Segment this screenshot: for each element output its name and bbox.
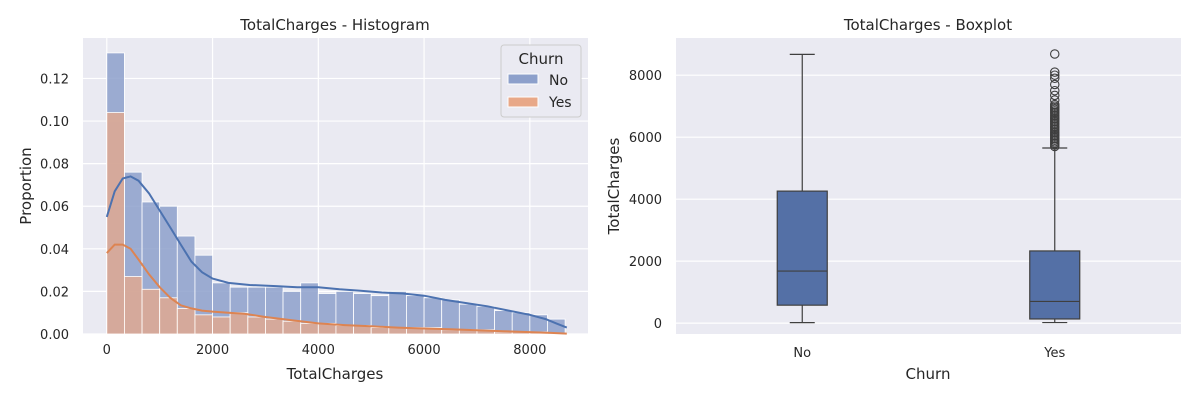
histogram-x-tick-label: 6000 <box>408 343 441 358</box>
histogram-bar-yes <box>335 325 354 335</box>
histogram-bar-yes <box>370 327 390 335</box>
outlier-point <box>1050 95 1060 105</box>
histogram-bar-yes <box>247 316 266 335</box>
histogram-y-axis-label: Proportion <box>17 147 35 224</box>
boxplot-y-tick-label: 2000 <box>629 255 662 270</box>
outlier-point <box>1050 49 1060 59</box>
boxplot-grid <box>676 74 1181 324</box>
boxplot-y-tick-label: 8000 <box>629 69 662 84</box>
outlier-point <box>1050 90 1060 101</box>
boxplot-x-tick-label: Yes <box>1043 346 1065 361</box>
histogram-x-tick-label: 2000 <box>196 343 229 358</box>
boxplot-title: TotalCharges - Boxplot <box>843 16 1012 34</box>
histogram-y-tick-label: 0.08 <box>40 158 69 173</box>
boxplot-x-axis-label: Churn <box>906 365 951 383</box>
kde-line-no <box>105 175 568 329</box>
box-no <box>776 53 828 324</box>
histogram-bar-yes <box>159 297 178 335</box>
histogram-x-tick-label: 8000 <box>513 343 546 358</box>
histogram-bar-yes <box>176 308 196 335</box>
histogram-title: TotalCharges - Histogram <box>239 16 429 34</box>
legend-swatch-yes <box>507 96 539 108</box>
outlier-point <box>1050 70 1060 80</box>
legend-label-no: No <box>549 73 568 89</box>
outlier-point <box>1050 73 1060 84</box>
histogram-chart: 0 2000 4000 6000 8000 0.00 0.02 0.04 0.06 0.08 0.1… <box>17 16 588 383</box>
boxplot-x-tick-label: No <box>793 346 811 361</box>
histogram-bar-yes <box>300 322 319 335</box>
boxplot-chart: 0 2000 4000 6000 8000 No Yes TotalCharges - Bo… <box>605 16 1181 383</box>
histogram-bars <box>106 52 566 335</box>
outlier-point <box>1050 99 1060 110</box>
histogram-y-tick-label: 0.12 <box>40 72 69 87</box>
histogram-legend: Churn No Yes <box>500 44 582 118</box>
histogram-kde-lines <box>105 175 568 335</box>
histogram-y-tick-label: 0.02 <box>40 285 69 300</box>
boxplot-y-tick-label: 0 <box>654 317 662 332</box>
kde-line-yes <box>106 243 567 335</box>
histogram-y-tick-label: 0.06 <box>40 200 69 215</box>
legend-label-yes: Yes <box>548 95 572 111</box>
histogram-y-tick-label: 0.10 <box>40 115 69 130</box>
boxplot-ticks: 0 2000 4000 6000 8000 No Yes <box>629 69 1066 361</box>
legend-swatch-no <box>507 73 539 85</box>
boxplot-plot-area <box>676 38 1181 334</box>
outlier-point <box>1050 79 1060 90</box>
histogram-x-axis-label: TotalCharges <box>286 365 384 383</box>
histogram-bar-yes <box>265 318 284 335</box>
histogram-bar-yes <box>194 314 213 335</box>
box-iqr <box>1029 250 1081 320</box>
histogram-bar-yes <box>229 312 249 335</box>
outlier-point <box>1050 67 1060 77</box>
histogram-ticks: 0 2000 4000 6000 8000 0.00 0.02 0.04 0.06 0.08 0.1… <box>40 72 546 358</box>
boxplot-y-tick-label: 4000 <box>629 193 662 208</box>
histogram-bar-yes <box>212 316 231 335</box>
histogram-bar-yes <box>141 288 161 335</box>
box-yes <box>1029 49 1081 324</box>
histogram-bar-yes <box>124 276 143 335</box>
histogram-bar-yes <box>282 320 302 335</box>
histogram-x-tick-label: 0 <box>103 343 111 358</box>
histogram-y-tick-label: 0.04 <box>40 243 69 258</box>
histogram-x-tick-label: 4000 <box>302 343 335 358</box>
boxplot-boxes <box>776 49 1081 324</box>
box-iqr <box>776 190 828 306</box>
boxplot-y-tick-label: 6000 <box>629 131 662 146</box>
histogram-y-tick-label: 0.00 <box>40 328 69 343</box>
boxplot-y-axis-label: TotalCharges <box>605 137 623 235</box>
legend-title: Churn <box>519 50 564 68</box>
histogram-bar-yes <box>106 112 125 335</box>
outlier-point <box>1050 85 1060 96</box>
